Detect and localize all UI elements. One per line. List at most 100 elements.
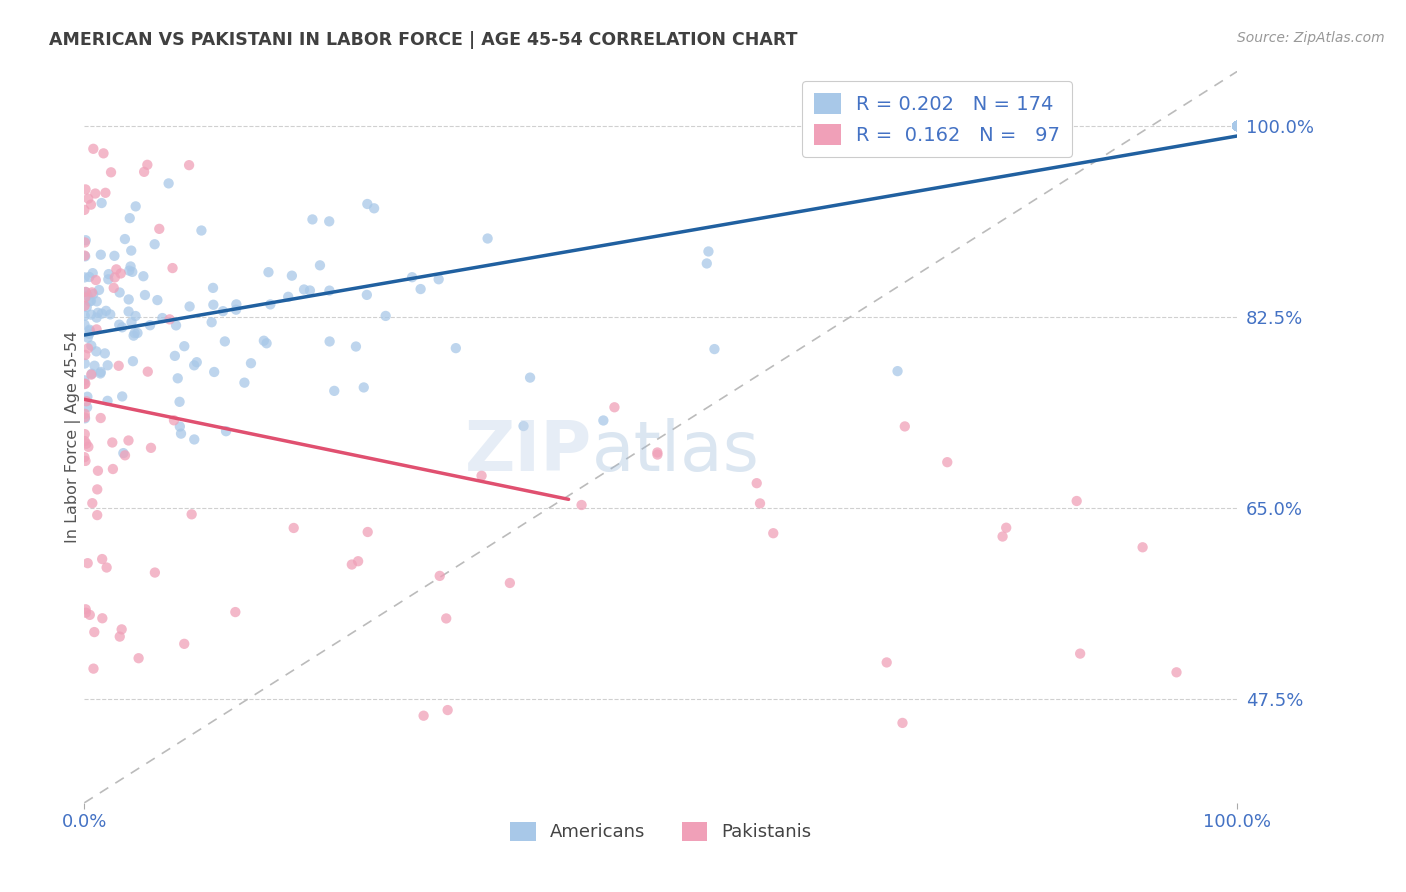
Point bbox=[202, 281, 225, 295]
Point bbox=[429, 569, 451, 583]
Point bbox=[118, 293, 141, 307]
Point bbox=[202, 298, 225, 312]
Point bbox=[1226, 119, 1249, 133]
Point bbox=[73, 357, 96, 371]
Point bbox=[75, 249, 97, 263]
Point bbox=[76, 331, 98, 345]
Point bbox=[82, 142, 104, 156]
Point bbox=[122, 354, 145, 368]
Point bbox=[1226, 119, 1249, 133]
Point bbox=[309, 258, 332, 272]
Point bbox=[87, 306, 110, 320]
Point bbox=[412, 708, 434, 723]
Point bbox=[1226, 119, 1249, 133]
Point bbox=[80, 367, 103, 381]
Point bbox=[1226, 119, 1249, 133]
Point bbox=[434, 611, 457, 625]
Point bbox=[1226, 119, 1249, 133]
Point bbox=[82, 287, 104, 301]
Point bbox=[77, 326, 100, 341]
Point bbox=[1226, 119, 1249, 133]
Point bbox=[1226, 119, 1249, 133]
Point bbox=[169, 419, 191, 434]
Point bbox=[202, 365, 225, 379]
Point bbox=[79, 323, 101, 337]
Point bbox=[90, 248, 112, 262]
Point bbox=[79, 607, 101, 622]
Point bbox=[108, 318, 131, 332]
Point bbox=[894, 419, 917, 434]
Point bbox=[76, 401, 98, 415]
Point bbox=[148, 222, 170, 236]
Point bbox=[97, 359, 120, 373]
Point bbox=[703, 342, 725, 356]
Point bbox=[499, 576, 522, 591]
Point bbox=[1226, 119, 1249, 133]
Point bbox=[159, 312, 181, 326]
Point bbox=[87, 464, 110, 478]
Point bbox=[124, 309, 146, 323]
Point bbox=[77, 440, 100, 454]
Point bbox=[1226, 119, 1249, 133]
Point bbox=[1226, 119, 1249, 133]
Text: ZIP: ZIP bbox=[464, 418, 592, 485]
Point bbox=[169, 394, 191, 409]
Point bbox=[253, 334, 276, 348]
Point bbox=[84, 186, 107, 201]
Point bbox=[183, 359, 205, 373]
Point bbox=[112, 446, 135, 460]
Point bbox=[73, 235, 96, 250]
Text: atlas: atlas bbox=[592, 418, 759, 485]
Point bbox=[1226, 119, 1249, 133]
Point bbox=[571, 498, 593, 512]
Point bbox=[98, 307, 121, 321]
Point bbox=[108, 630, 131, 644]
Point bbox=[101, 435, 124, 450]
Point bbox=[134, 288, 156, 302]
Point bbox=[73, 427, 96, 442]
Point bbox=[215, 424, 238, 438]
Point bbox=[75, 290, 97, 304]
Point bbox=[86, 508, 108, 522]
Point bbox=[96, 393, 118, 408]
Point bbox=[1226, 119, 1249, 133]
Point bbox=[165, 318, 187, 333]
Text: AMERICAN VS PAKISTANI IN LABOR FORCE | AGE 45-54 CORRELATION CHART: AMERICAN VS PAKISTANI IN LABOR FORCE | A… bbox=[49, 31, 797, 49]
Y-axis label: In Labor Force | Age 45-54: In Labor Force | Age 45-54 bbox=[65, 331, 82, 543]
Point bbox=[1226, 119, 1249, 133]
Point bbox=[353, 380, 375, 394]
Point bbox=[75, 454, 97, 468]
Point bbox=[186, 355, 208, 369]
Point bbox=[166, 371, 188, 385]
Point bbox=[80, 285, 103, 300]
Point bbox=[118, 211, 141, 226]
Point bbox=[75, 436, 97, 450]
Point bbox=[1066, 494, 1088, 508]
Point bbox=[100, 165, 122, 179]
Point bbox=[77, 192, 100, 206]
Point bbox=[121, 315, 143, 329]
Point bbox=[89, 367, 111, 381]
Point bbox=[190, 223, 212, 237]
Point bbox=[75, 376, 97, 391]
Point bbox=[1226, 119, 1249, 133]
Point bbox=[90, 411, 112, 425]
Point bbox=[1226, 119, 1249, 133]
Point bbox=[471, 468, 494, 483]
Point bbox=[1132, 541, 1154, 555]
Point bbox=[357, 524, 380, 539]
Point bbox=[1226, 119, 1249, 133]
Point bbox=[409, 282, 432, 296]
Point bbox=[120, 244, 142, 258]
Point bbox=[87, 283, 110, 297]
Point bbox=[79, 294, 101, 309]
Point bbox=[73, 318, 96, 332]
Point bbox=[179, 300, 201, 314]
Point bbox=[762, 526, 785, 541]
Point bbox=[1226, 119, 1249, 133]
Point bbox=[75, 606, 97, 620]
Point bbox=[146, 293, 169, 307]
Point bbox=[111, 320, 134, 334]
Point bbox=[73, 202, 96, 217]
Point bbox=[73, 410, 96, 425]
